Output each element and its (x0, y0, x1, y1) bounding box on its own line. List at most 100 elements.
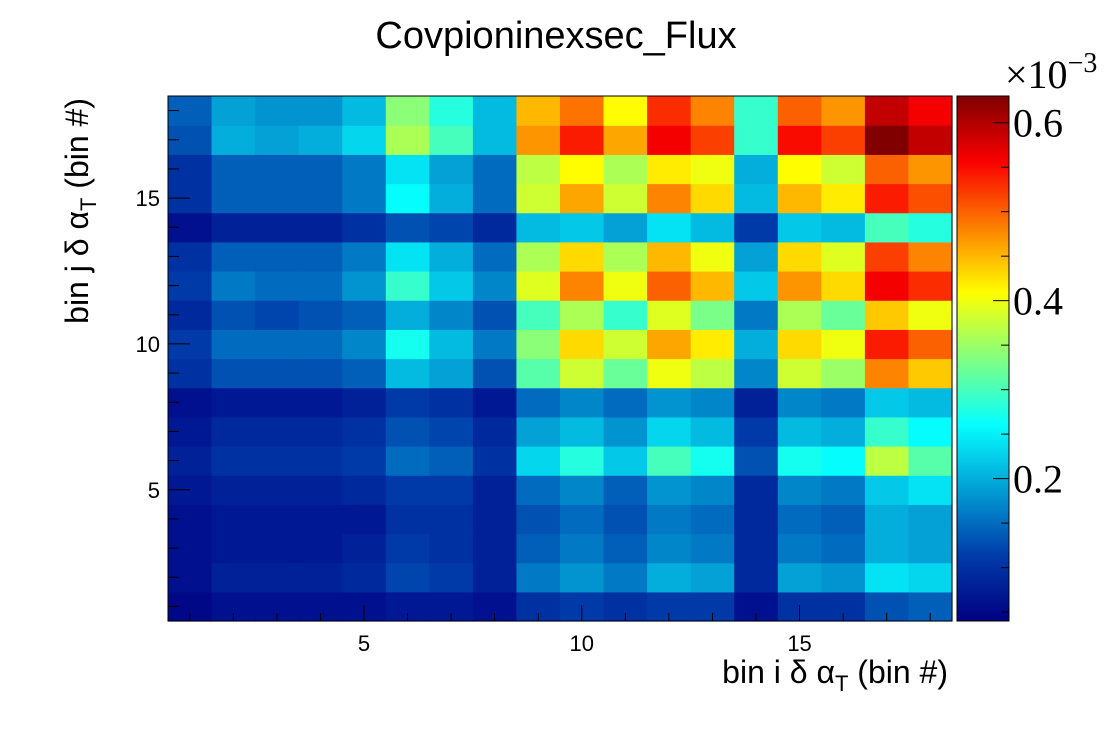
heatmap-cell (472, 154, 518, 185)
heatmap-cell (647, 241, 692, 272)
heatmap-cell (647, 562, 692, 593)
heatmap-cell (560, 358, 605, 389)
heatmap-cell (647, 358, 692, 389)
heatmap-cell (908, 416, 953, 447)
heatmap-cell (690, 358, 735, 389)
heatmap-cell (908, 300, 953, 330)
heatmap-cell (385, 475, 430, 505)
heatmap-cell (298, 125, 343, 155)
heatmap-cell (908, 387, 953, 418)
heatmap-cell (690, 125, 735, 155)
heatmap-cell (864, 96, 910, 126)
heatmap-cell (385, 387, 430, 418)
colorbar-exponent: ×10−3 (1005, 48, 1097, 97)
heatmap-cell (342, 212, 387, 243)
heatmap-cell (342, 504, 387, 535)
heatmap-cell (516, 416, 561, 447)
heatmap-cell (560, 154, 605, 185)
heatmap-cell (734, 533, 779, 564)
heatmap-cell (385, 96, 430, 126)
heatmap-cell (777, 358, 822, 389)
heatmap-cell (690, 446, 735, 476)
heatmap-cell (298, 96, 343, 126)
heatmap-cell (864, 562, 910, 593)
heatmap-cell (908, 504, 953, 535)
heatmap-cell (255, 387, 300, 418)
heatmap-cell (516, 533, 561, 564)
heatmap-cell (560, 329, 605, 360)
heatmap-cell (472, 504, 518, 535)
heatmap-cell (647, 416, 692, 447)
heatmap-cell (472, 562, 518, 593)
heatmap-cell (560, 125, 605, 155)
heatmap-cell (908, 358, 953, 389)
heatmap-cell (821, 475, 866, 505)
heatmap-cell (647, 475, 692, 505)
heatmap-cell (342, 125, 387, 155)
heatmap-cell (429, 504, 474, 535)
heatmap-cell (429, 96, 474, 126)
heatmap-cell (821, 562, 866, 593)
heatmap-cell (211, 533, 256, 564)
heatmap-cell (777, 271, 822, 301)
heatmap-cell (864, 387, 910, 418)
heatmap-cell (342, 562, 387, 593)
heatmap-cell (385, 300, 430, 330)
heatmap-cell (342, 183, 387, 214)
heatmap-cell (255, 446, 300, 476)
heatmap-cell (429, 271, 474, 301)
heatmap-cell (472, 300, 518, 330)
heatmap-cell (777, 125, 822, 155)
heatmap-cell (298, 154, 343, 185)
heatmap-cell (821, 300, 866, 330)
heatmap-cell (516, 183, 561, 214)
heatmap-cell (777, 329, 822, 360)
heatmap-cell (342, 271, 387, 301)
heatmap-cell (603, 125, 648, 155)
heatmap-cell (429, 387, 474, 418)
heatmap-cell (516, 271, 561, 301)
heatmap-cell (690, 271, 735, 301)
heatmap-cell (560, 387, 605, 418)
heatmap-cell (821, 329, 866, 360)
heatmap-cell (777, 446, 822, 476)
heatmap-cell (211, 329, 256, 360)
heatmap-cell (429, 183, 474, 214)
heatmap-cell (342, 387, 387, 418)
heatmap-cell (690, 154, 735, 185)
heatmap-cell (821, 533, 866, 564)
heatmap-cell (429, 533, 474, 564)
heatmap-cell (734, 271, 779, 301)
heatmap-cell (429, 446, 474, 476)
heatmap-cell (429, 125, 474, 155)
y-axis-label-main: bin j δ α (59, 211, 95, 324)
heatmap-cell (298, 358, 343, 389)
heatmap-cell (908, 271, 953, 301)
y-axis-label: bin j δ αT (bin #) (59, 98, 101, 324)
heatmap-cell (255, 416, 300, 447)
heatmap-cell (342, 241, 387, 272)
heatmap-cell (560, 183, 605, 214)
x-axis: 5 10 15 (189, 605, 931, 656)
heatmap-cell (734, 416, 779, 447)
heatmap-cell (385, 241, 430, 272)
heatmap-cell (211, 271, 256, 301)
heatmap-cell (255, 154, 300, 185)
heatmap-cell (734, 125, 779, 155)
heatmap-cell (603, 271, 648, 301)
heatmap-cell (908, 212, 953, 243)
heatmap-cell (255, 475, 300, 505)
x-tick-label: 10 (570, 631, 594, 656)
heatmap-cell (821, 183, 866, 214)
colorbar-exponent-power: −3 (1068, 48, 1098, 79)
heatmap-cell (385, 358, 430, 389)
heatmap-cell (516, 358, 561, 389)
heatmap-cell (255, 241, 300, 272)
heatmap-cell (211, 300, 256, 330)
heatmap-cell (342, 416, 387, 447)
colorbar-exponent-base: ×10 (1005, 52, 1068, 97)
heatmap-cell (908, 183, 953, 214)
heatmap-cell (734, 329, 779, 360)
heatmap-cell (690, 183, 735, 214)
